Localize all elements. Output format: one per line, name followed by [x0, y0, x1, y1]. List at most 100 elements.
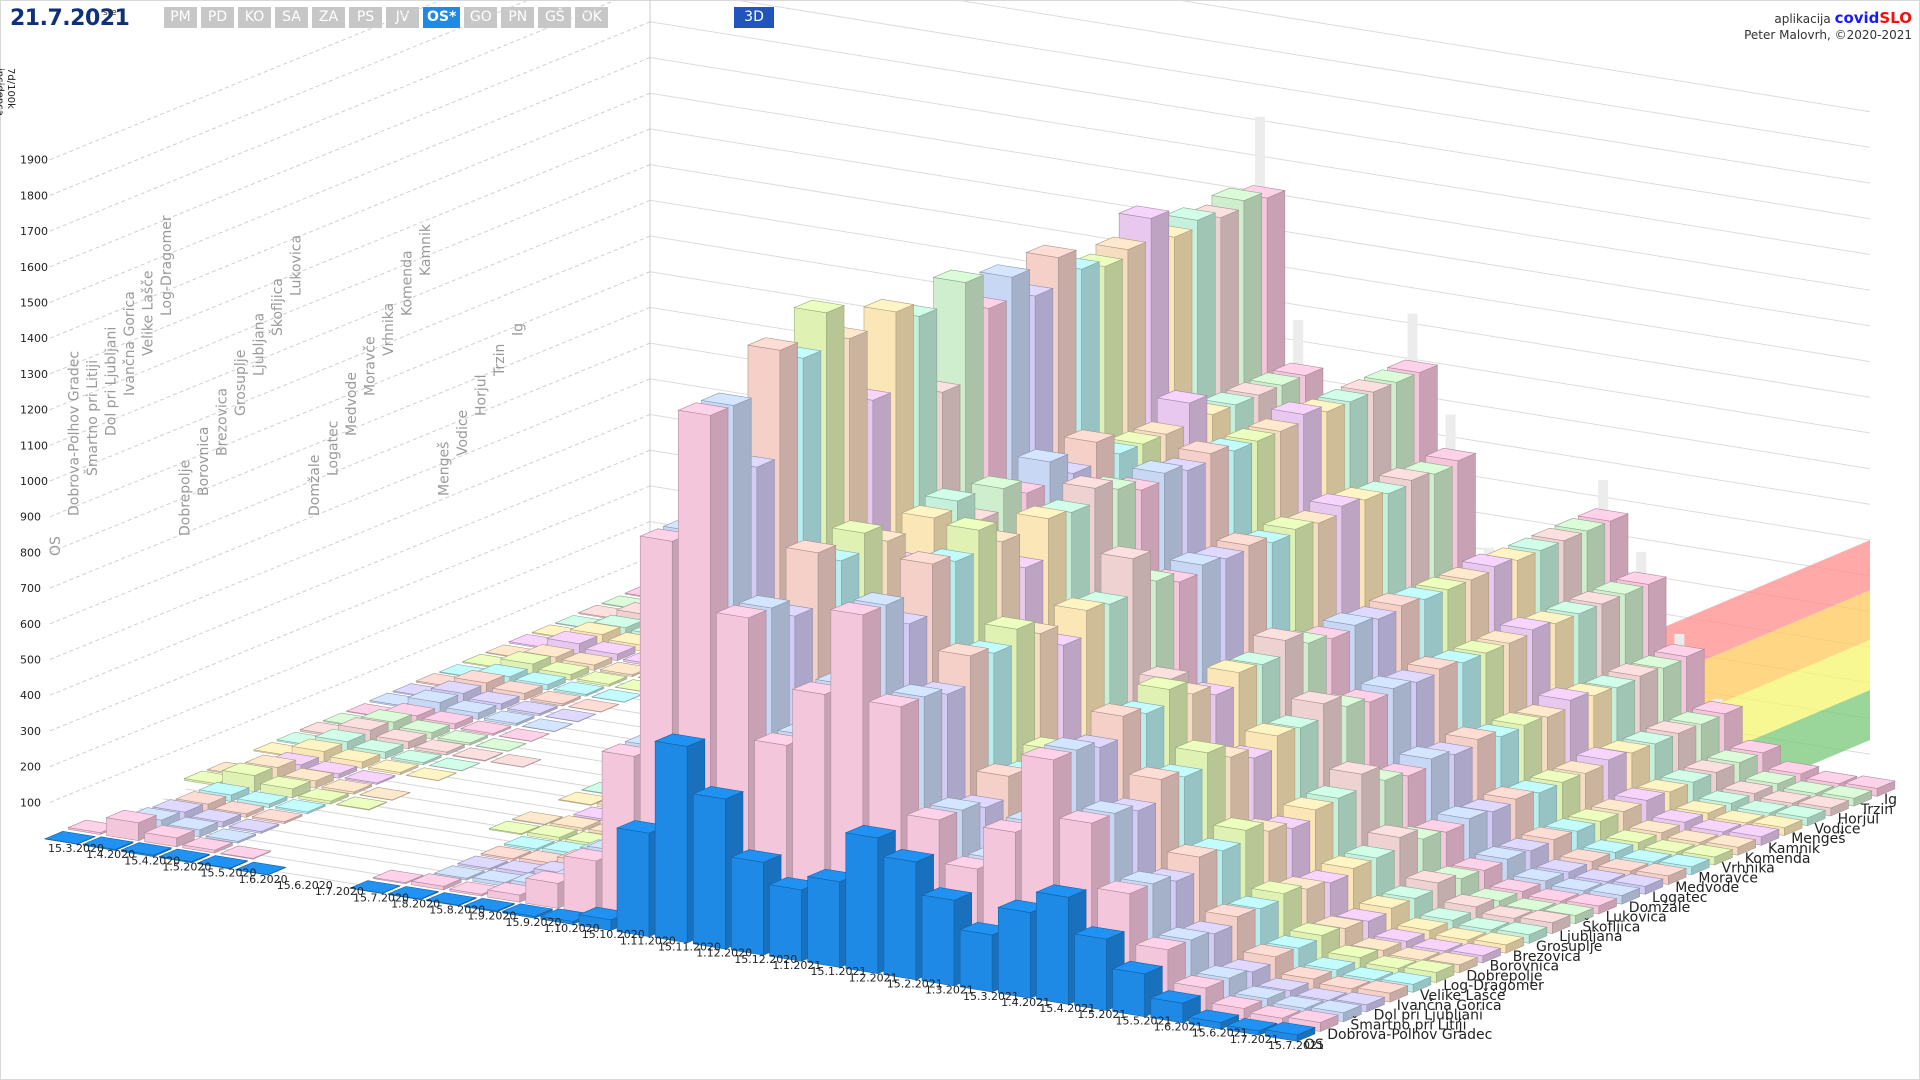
bar-top: [1507, 537, 1560, 551]
region-button-4[interactable]: ZA: [312, 7, 345, 28]
bar-top: [1244, 722, 1296, 737]
bar-top: [1373, 928, 1426, 942]
bar-top: [320, 779, 373, 793]
wall-series-label: Medvode: [344, 372, 360, 436]
series-label: Velike Lašče: [1420, 988, 1506, 1004]
bar-top: [1728, 823, 1780, 838]
bar-top: [1668, 711, 1721, 725]
bar-11-3: [413, 739, 466, 756]
region-button-5[interactable]: PS: [349, 7, 382, 28]
bar-top: [1169, 552, 1222, 566]
y-tick-label: 800: [20, 546, 41, 559]
x-tick-label: 15.12.2020: [734, 953, 797, 966]
bar-top: [358, 787, 411, 801]
bar-4-3: [251, 808, 304, 825]
bar-top: [1157, 927, 1210, 941]
bar-0-12: [501, 903, 554, 919]
bar-top: [1583, 674, 1636, 689]
region-button-2[interactable]: KO: [238, 7, 271, 28]
bar-top: [1310, 999, 1363, 1014]
x-tick-label: 15.9.2020: [506, 916, 562, 929]
bar-top: [692, 786, 745, 800]
bar-top: [503, 836, 556, 850]
bar-top: [1270, 401, 1323, 415]
bar-top: [291, 738, 343, 752]
region-button-11[interactable]: OK: [575, 7, 609, 28]
bar-top: [1119, 870, 1172, 885]
series-label: OS: [1304, 1037, 1324, 1053]
bar-top: [405, 767, 458, 781]
bar-top: [372, 869, 425, 883]
bar-top: [1449, 942, 1502, 957]
bar-top: [297, 788, 350, 802]
bar-top: [1658, 853, 1711, 868]
region-button-3[interactable]: SA: [275, 7, 308, 28]
bar-top: [1212, 817, 1265, 831]
bar-10-3: [390, 749, 443, 766]
region-button-6[interactable]: JV: [386, 7, 419, 28]
y-tick-label: 900: [20, 511, 41, 524]
bar-top: [1645, 720, 1698, 734]
bar-18-3: [576, 671, 628, 687]
bar-top: [1388, 947, 1441, 961]
bar-top: [375, 728, 428, 742]
x-tick-label: 1.12.2020: [696, 947, 752, 960]
bar-top: [1613, 787, 1666, 801]
bar-top: [1406, 656, 1459, 670]
app-brand-covid[interactable]: covid: [1834, 9, 1880, 27]
bar-top: [1249, 372, 1301, 386]
bar-top: [1328, 761, 1381, 775]
app-brand-slo[interactable]: SLO: [1879, 9, 1912, 27]
series-label: Ljubljana: [1559, 929, 1622, 945]
bar-15-4: [544, 708, 597, 723]
bar-1-2: [143, 824, 196, 848]
region-button-1[interactable]: PD: [201, 7, 234, 28]
bar-top: [862, 299, 915, 313]
bar-7-8: [511, 811, 564, 826]
x-tick-label: 15.6.2021: [1192, 1027, 1248, 1040]
bar-top: [451, 747, 504, 761]
bar-top: [228, 818, 280, 832]
bar-top: [1496, 921, 1548, 936]
bar-top: [1020, 747, 1073, 761]
bar-top: [1636, 779, 1689, 793]
bar-top: [1675, 800, 1727, 814]
series-label: Škofljica: [1582, 917, 1640, 935]
bar-top: [1660, 769, 1712, 783]
bar-0-31: [1225, 1017, 1278, 1036]
bar-6-4: [335, 796, 388, 811]
region-button-9[interactable]: PN: [501, 7, 535, 28]
x-tick-label: 15.7.2020: [353, 891, 409, 904]
bar-top: [1242, 943, 1295, 958]
bar-top: [221, 762, 274, 776]
bar-top: [488, 820, 541, 834]
view-3d-button[interactable]: 3D: [734, 7, 774, 28]
bar-top: [1527, 888, 1580, 902]
bar-0-9: [387, 886, 440, 901]
bar-7-4: [358, 787, 411, 801]
bar-front: [921, 894, 955, 987]
region-button-10[interactable]: GŠ: [538, 7, 572, 28]
bar-top: [158, 848, 211, 863]
y-tick-label: 1700: [20, 225, 48, 238]
bar-top: [1542, 902, 1595, 916]
bar-top: [213, 800, 265, 815]
bar-top: [1265, 935, 1318, 949]
bar-top: [1683, 759, 1736, 773]
region-button-0[interactable]: PM: [164, 7, 197, 28]
bar-top: [945, 517, 998, 531]
bar-6-1: [221, 762, 274, 793]
bar-top: [387, 886, 440, 900]
region-button-7[interactable]: OS*: [423, 7, 461, 28]
bar-top: [746, 337, 799, 351]
bar-top: [491, 680, 544, 694]
series-label: Logatec: [1652, 890, 1707, 906]
bar-top: [463, 898, 516, 912]
bar-top: [259, 775, 312, 790]
x-tick-label: 1.10.2020: [544, 922, 600, 935]
series-label: Vrhnika: [1722, 861, 1775, 877]
bar-top: [1280, 966, 1333, 980]
bar-top: [715, 604, 768, 619]
bar-top: [175, 791, 227, 805]
bar-front: [883, 856, 917, 981]
